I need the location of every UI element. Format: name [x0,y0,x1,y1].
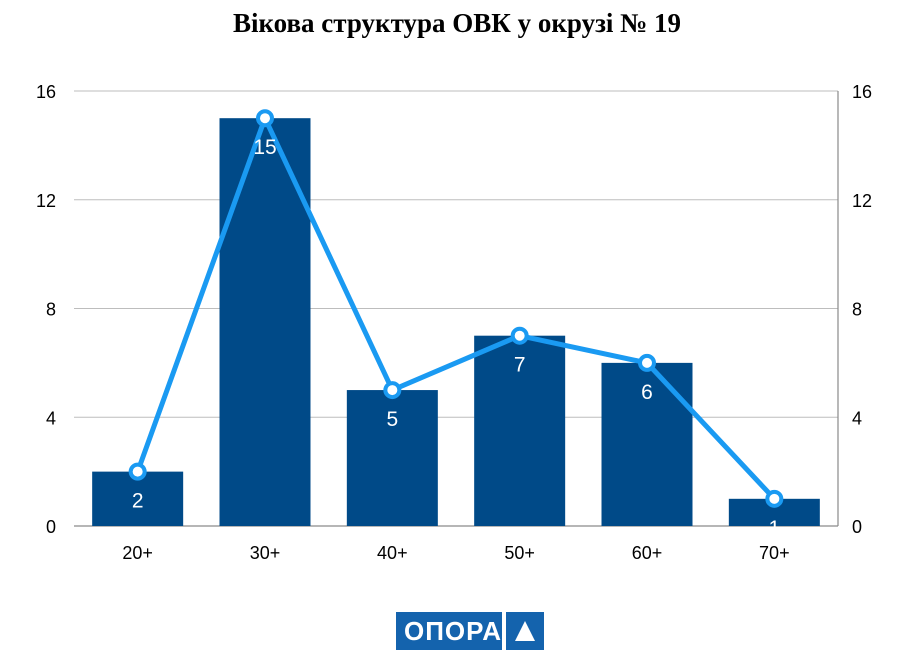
logo-text: ОПОРА [396,612,502,650]
y2-axis-ticks: 0 4 8 12 16 [852,82,872,537]
bar-60+ [601,362,693,526]
x-axis-ticks: 20+ 30+ 40+ 50+ 60+ 70+ [122,543,789,563]
logo-separator [502,612,506,650]
data-label: 1 [768,517,780,540]
y2-tick-label: 4 [852,408,862,428]
y2-tick-label: 8 [852,300,862,320]
x-tick-label: 60+ [632,543,663,563]
x-tick-label: 40+ [377,543,408,563]
y2-tick-label: 0 [852,517,862,537]
line-point [510,326,529,345]
bar-40+ [346,390,438,526]
x-tick-label: 50+ [504,543,535,563]
data-label: 7 [514,354,526,377]
data-label: 15 [253,136,276,159]
x-tick-label: 30+ [250,543,281,563]
line-path [135,115,777,501]
chart-title: Вікова структура ОВК у окрузі № 19 [232,8,682,38]
gridlines [74,90,838,418]
line-point [256,109,274,128]
y-tick-label: 12 [36,191,56,211]
y-axis-ticks: 0 4 8 12 16 [36,82,56,537]
bar-30+ [219,118,311,526]
y-tick-label: 8 [46,300,56,320]
bar-50+ [474,335,566,526]
data-labels: 2 15 5 7 6 1 [132,136,780,540]
line-point [638,353,656,372]
axes [74,91,839,527]
line-point [765,489,784,508]
line-series [128,109,784,508]
data-label: 5 [386,408,398,431]
y-tick-label: 0 [46,517,56,537]
y2-tick-label: 16 [852,82,872,102]
opora-logo: ОПОРА [396,612,544,650]
line-point [128,462,147,481]
y-tick-label: 4 [46,408,56,428]
y-tick-label: 16 [36,82,56,102]
x-tick-label: 70+ [759,543,790,563]
data-label: 6 [641,381,653,404]
bar-20+ [92,471,184,526]
y2-tick-label: 12 [852,191,872,211]
line-point [383,381,402,400]
x-tick-label: 20+ [122,543,153,563]
bars [92,118,820,526]
triangle-logo-icon [506,612,544,650]
data-label: 2 [132,490,144,513]
